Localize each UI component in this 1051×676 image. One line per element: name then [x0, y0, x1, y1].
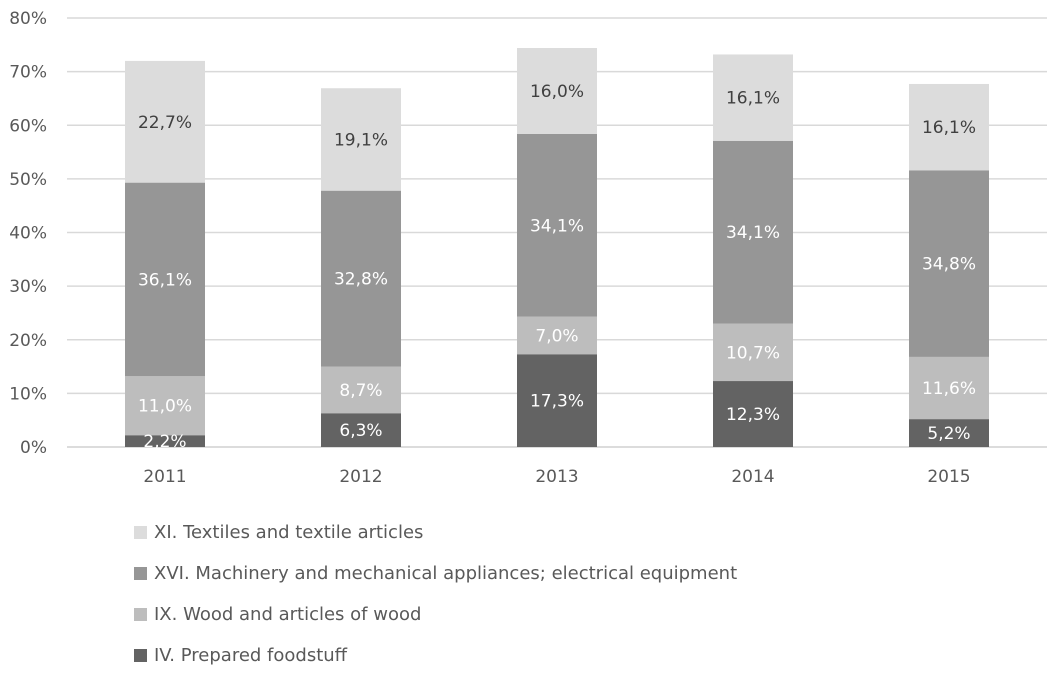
y-tick-label: 80%: [9, 9, 47, 29]
bar-segment: [713, 323, 793, 382]
y-tick-label: 10%: [9, 384, 47, 404]
legend-item: XVI. Machinery and mechanical appliances…: [134, 553, 737, 594]
x-tick-label: 2011: [143, 467, 186, 487]
legend-item: XI. Textiles and textile articles: [134, 512, 737, 553]
data-label: 6,3%: [339, 421, 382, 441]
data-label: 5,2%: [927, 424, 970, 444]
data-label: 2,2%: [143, 432, 186, 452]
data-label: 19,1%: [334, 130, 388, 150]
bar-segment: [125, 60, 205, 183]
y-tick-label: 60%: [9, 116, 47, 136]
bar-segment: [909, 83, 989, 171]
bar-segment: [517, 48, 597, 134]
bar-segment: [713, 381, 793, 447]
bar-segment: [321, 88, 401, 191]
bar-segment: [321, 413, 401, 447]
y-tick-label: 50%: [9, 170, 47, 190]
legend-swatch: [134, 649, 147, 662]
data-label: 16,1%: [726, 89, 780, 109]
y-tick-label: 40%: [9, 224, 47, 244]
bar-segment: [125, 435, 205, 447]
bar-segment: [517, 354, 597, 447]
legend-swatch: [134, 526, 147, 539]
data-label: 22,7%: [138, 113, 192, 133]
stacked-bar-chart: 0% 10% 20% 30% 40% 50% 60% 70% 80% 2,2% 11,0% 36,1%…: [9, 9, 1047, 487]
y-tick-label: 70%: [9, 63, 47, 83]
bar-segment: [713, 140, 793, 324]
legend-item: IX. Wood and articles of wood: [134, 594, 737, 635]
data-label: 11,0%: [138, 397, 192, 417]
data-label: 36,1%: [138, 270, 192, 290]
data-label: 34,8%: [922, 255, 976, 275]
bar-segment: [909, 356, 989, 420]
legend-swatch: [134, 567, 147, 580]
bar-segment: [713, 54, 793, 141]
data-label: 8,7%: [339, 381, 382, 401]
data-label: 17,3%: [530, 392, 584, 412]
y-tick-label: 30%: [9, 277, 47, 297]
bar-segment: [321, 366, 401, 414]
bar-segment: [321, 190, 401, 367]
data-label: 34,1%: [530, 216, 584, 236]
legend-label: XVI. Machinery and mechanical appliances…: [154, 563, 738, 584]
legend-item: IV. Prepared foodstuff: [134, 635, 737, 676]
x-tick-label: 2012: [339, 467, 382, 487]
x-tick-label: 2015: [927, 467, 970, 487]
legend-label: XI. Textiles and textile articles: [154, 522, 424, 543]
data-label: 34,1%: [726, 223, 780, 243]
data-label: 7,0%: [535, 326, 578, 346]
bar-segment: [909, 170, 989, 357]
legend-label: IV. Prepared foodstuff: [154, 645, 348, 666]
y-tick-label: 0%: [20, 438, 47, 458]
data-label: 16,1%: [922, 118, 976, 138]
data-label: 12,3%: [726, 405, 780, 425]
bar-segment: [517, 133, 597, 317]
bar-segment: [517, 316, 597, 355]
data-label: 32,8%: [334, 270, 388, 290]
x-tick-label: 2013: [535, 467, 578, 487]
legend-label: IX. Wood and articles of wood: [154, 604, 422, 625]
bar-segment: [125, 182, 205, 377]
legend-swatch: [134, 608, 147, 621]
data-label: 16,0%: [530, 82, 584, 102]
data-label: 11,6%: [922, 379, 976, 399]
bar-segment: [125, 376, 205, 436]
data-label: 10,7%: [726, 343, 780, 363]
bar-segment: [909, 419, 989, 447]
x-tick-label: 2014: [731, 467, 774, 487]
y-tick-label: 20%: [9, 331, 47, 351]
legend: XI. Textiles and textile articles XVI. Ma…: [134, 512, 737, 676]
